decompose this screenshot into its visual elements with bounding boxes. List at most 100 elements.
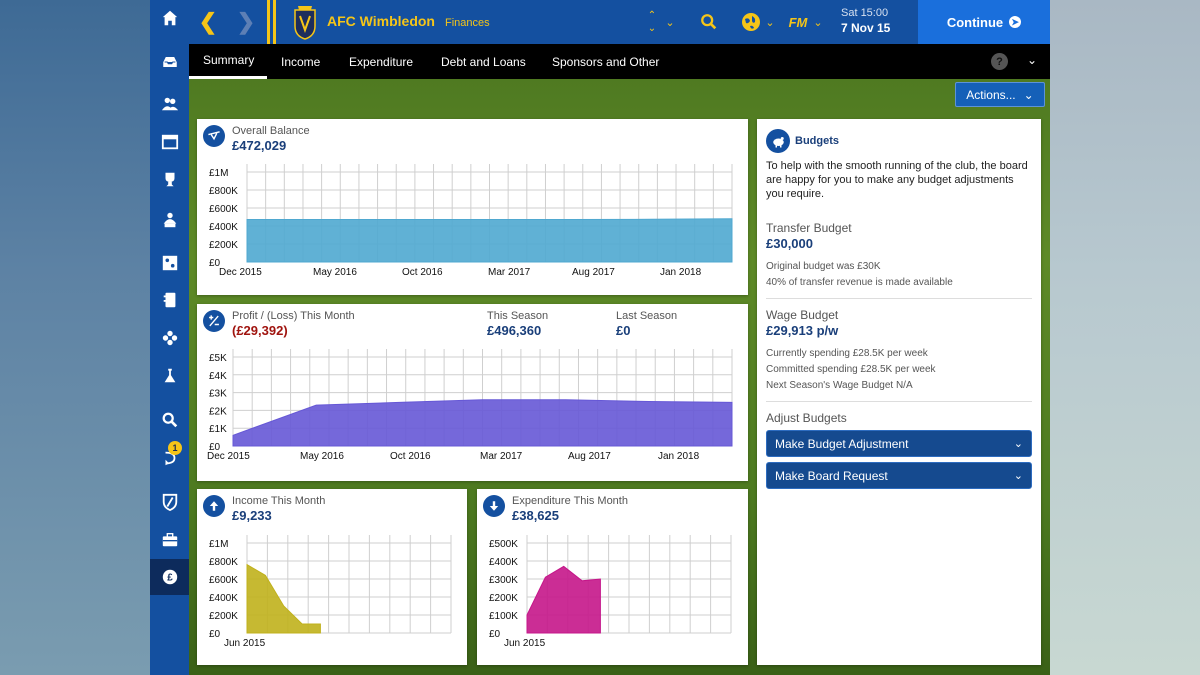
adjust-budgets-label: Adjust Budgets — [766, 411, 847, 425]
tab-debt-and-loans[interactable]: Debt and Loans — [441, 54, 526, 69]
squad-icon[interactable] — [150, 86, 189, 122]
overall-balance-label: Overall Balance — [232, 125, 310, 137]
header-bar: ❮ ❯ AFC Wimbledon Finances ⌃ ⌄ ⌄ ⌄ FM ⌄ S… — [189, 0, 1050, 44]
chevron-down-icon[interactable]: ⌄ — [765, 16, 775, 29]
club-name[interactable]: AFC Wimbledon — [327, 13, 435, 29]
search-icon[interactable] — [697, 0, 721, 44]
x-tick-label: Jun 2015 — [504, 638, 546, 649]
y-tick-label: £800K — [209, 186, 238, 197]
transfer-budget-original: Original budget was £30K — [766, 261, 881, 272]
header-stripe — [267, 0, 270, 44]
tab-bar: Summary Income Expenditure Debt and Loan… — [189, 44, 1050, 79]
y-tick-label: £0 — [209, 258, 221, 269]
chevron-down-icon[interactable]: ⌄ — [813, 16, 823, 29]
fm-menu-icon[interactable]: FM — [788, 14, 808, 30]
header-stripe — [273, 0, 276, 44]
transfer-revenue-note: 40% of transfer revenue is made availabl… — [766, 277, 953, 288]
x-tick-label: Jan 2018 — [658, 451, 700, 462]
make-budget-adjustment-label: Make Budget Adjustment — [775, 436, 909, 451]
tab-income[interactable]: Income — [281, 54, 321, 69]
notebook-icon[interactable] — [150, 282, 189, 318]
y-tick-label: £1M — [209, 168, 228, 179]
background-right — [1050, 0, 1200, 675]
y-tick-label: £500K — [489, 539, 518, 550]
income-month-panel: Income This Month £9,233 £0 £200K £400K £60… — [197, 489, 467, 665]
shield-icon[interactable] — [150, 484, 189, 520]
income-month-chart: £0 £200K £400K £600K £800K £1M Jun 2015 — [209, 535, 452, 649]
divider — [766, 298, 1032, 299]
chevron-down-icon: ⌄ — [1023, 87, 1034, 102]
budgets-intro: To help with the smooth running of the c… — [766, 160, 1028, 200]
training-icon[interactable] — [150, 358, 189, 394]
y-tick-label: £300K — [489, 575, 518, 586]
help-icon[interactable]: ? — [991, 53, 1008, 70]
chevron-down-icon[interactable]: ⌄ — [1027, 53, 1038, 67]
profit-loss-value: (£29,392) — [232, 323, 288, 338]
make-board-request-label: Make Board Request — [775, 468, 888, 483]
x-tick-label: Mar 2017 — [488, 267, 531, 278]
up-down-arrows-icon[interactable]: ⌃ ⌄ — [647, 10, 657, 34]
forward-arrow-icon[interactable]: ❯ — [236, 9, 256, 34]
schedule-icon[interactable] — [150, 124, 189, 160]
app-window: 1 £ ❮ ❯ AFC Wimbledon Finances ⌃ ⌄ ⌄ — [150, 0, 1050, 675]
divider — [766, 401, 1032, 402]
y-tick-label: £400K — [489, 557, 518, 568]
arrow-up-icon — [203, 495, 225, 517]
wage-budget-label: Wage Budget — [766, 308, 839, 322]
x-tick-label: Dec 2015 — [207, 451, 250, 462]
tactics-icon[interactable] — [150, 245, 189, 281]
game-date: Sat 15:00 7 Nov 15 — [841, 7, 890, 35]
last-season-label: Last Season — [616, 310, 678, 322]
actions-button[interactable]: Actions... ⌄ — [955, 82, 1045, 107]
x-tick-label: Jan 2018 — [660, 267, 702, 278]
chevron-down-icon[interactable]: ⌄ — [665, 16, 675, 29]
day-time: Sat 15:00 — [841, 7, 889, 19]
transfer-budget-label: Transfer Budget — [766, 221, 852, 235]
wage-budget-value: £29,913 p/w — [766, 323, 839, 338]
staff-icon[interactable] — [150, 202, 189, 238]
y-tick-label: £200K — [209, 611, 238, 622]
section-title: Finances — [445, 17, 490, 29]
expenditure-month-panel: Expenditure This Month £38,625 £0 £100K £2… — [477, 489, 748, 665]
club-crest-icon — [294, 6, 316, 40]
trophy-icon[interactable] — [150, 162, 189, 198]
x-tick-label: Aug 2017 — [572, 267, 615, 278]
finances-icon[interactable]: £ — [150, 559, 189, 595]
back-arrow-icon[interactable]: ❮ — [198, 9, 218, 34]
series-area — [246, 563, 321, 634]
expenditure-month-label: Expenditure This Month — [512, 495, 628, 507]
sidebar: 1 £ — [150, 0, 189, 675]
y-tick-label: £200K — [209, 240, 238, 251]
tab-sponsors-and-other[interactable]: Sponsors and Other — [552, 54, 660, 69]
make-board-request-button[interactable]: Make Board Request ⌄ — [766, 462, 1032, 489]
make-budget-adjustment-button[interactable]: Make Budget Adjustment ⌄ — [766, 430, 1032, 457]
y-tick-label: £100K — [489, 611, 518, 622]
continue-arrow-icon: ➤ — [1009, 16, 1022, 28]
continue-button[interactable]: Continue ➤ — [918, 0, 1050, 44]
chevron-down-icon: ⌄ — [1013, 438, 1023, 450]
wage-current-spending: Currently spending £28.5K per week — [766, 348, 928, 359]
tab-expenditure[interactable]: Expenditure — [349, 54, 414, 69]
transfers-icon[interactable]: 1 — [150, 440, 189, 476]
series-area — [526, 565, 601, 634]
chevron-down-icon: ⌄ — [1013, 470, 1023, 482]
current-date: 7 Nov 15 — [841, 21, 891, 35]
svg-text:£: £ — [167, 573, 173, 584]
home-icon[interactable] — [150, 0, 189, 36]
y-tick-label: £5K — [209, 353, 227, 364]
y-tick-label: £400K — [209, 222, 238, 233]
x-tick-label: Aug 2017 — [568, 451, 611, 462]
briefcase-icon[interactable] — [150, 522, 189, 558]
y-tick-label: £2K — [209, 406, 227, 417]
income-month-label: Income This Month — [232, 495, 326, 507]
y-tick-label: £0 — [209, 442, 221, 453]
search-icon[interactable] — [150, 402, 189, 438]
club-icon[interactable] — [150, 320, 189, 356]
inbox-icon[interactable] — [150, 44, 189, 80]
tab-summary[interactable]: Summary — [189, 44, 267, 79]
y-tick-label: £400K — [209, 593, 238, 604]
y-tick-label: £600K — [209, 204, 238, 215]
globe-icon[interactable] — [739, 0, 763, 44]
profit-loss-label: Profit / (Loss) This Month — [232, 310, 355, 322]
x-tick-label: Oct 2016 — [390, 451, 431, 462]
